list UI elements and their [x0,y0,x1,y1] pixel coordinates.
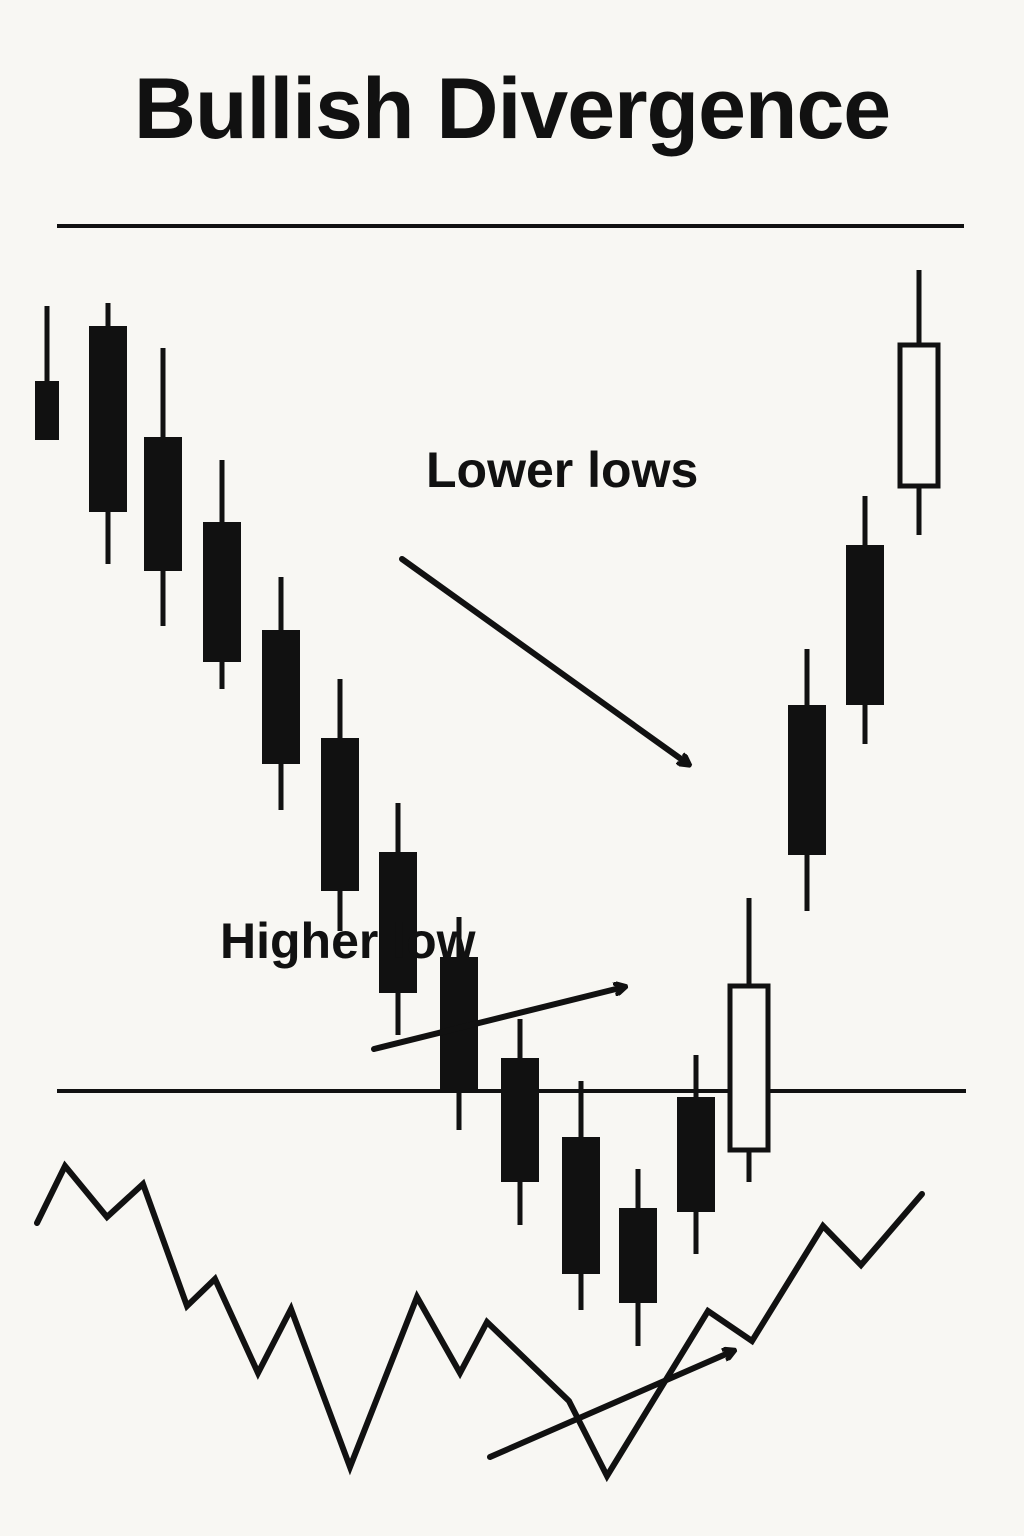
diagram-title: Bullish Divergence [133,61,891,157]
higher-low-arrow [371,987,624,1052]
candlestick [727,898,771,1182]
oscillator-line [34,1160,925,1483]
lower-lows-arrow [399,556,688,764]
candlestick [501,1019,539,1225]
candle-body [788,705,826,855]
candle-body [562,1137,600,1274]
candlestick [846,496,884,744]
candlestick [562,1081,600,1310]
oscillator-higher-low-arrow [487,1351,733,1460]
candle-body [727,983,771,1153]
candlestick [440,917,478,1130]
candlestick [788,649,826,911]
candle-body [35,381,59,440]
candle-body [379,852,417,993]
candlestick [321,679,359,931]
higher-low-label: Higher low [220,913,476,969]
candle-body [144,437,182,571]
candle-body [89,326,127,512]
price-candles [35,270,941,1346]
candlestick [203,460,241,689]
lower-lows-label: Lower lows [426,442,698,498]
candle-body [846,545,884,705]
oscillator-series-line [34,1160,925,1483]
candlestick [619,1169,657,1346]
candle-body [203,522,241,662]
candlestick [677,1055,715,1254]
candle-body [501,1058,539,1182]
candlestick [897,270,941,535]
candlestick [35,306,59,440]
candle-body [619,1208,657,1303]
candle-body [262,630,300,764]
candlestick [144,348,182,626]
candle-body [321,738,359,891]
candle-body [897,342,941,489]
candle-body [677,1097,715,1212]
candlestick [262,577,300,810]
candlestick [379,803,417,1035]
candlestick [89,303,127,564]
